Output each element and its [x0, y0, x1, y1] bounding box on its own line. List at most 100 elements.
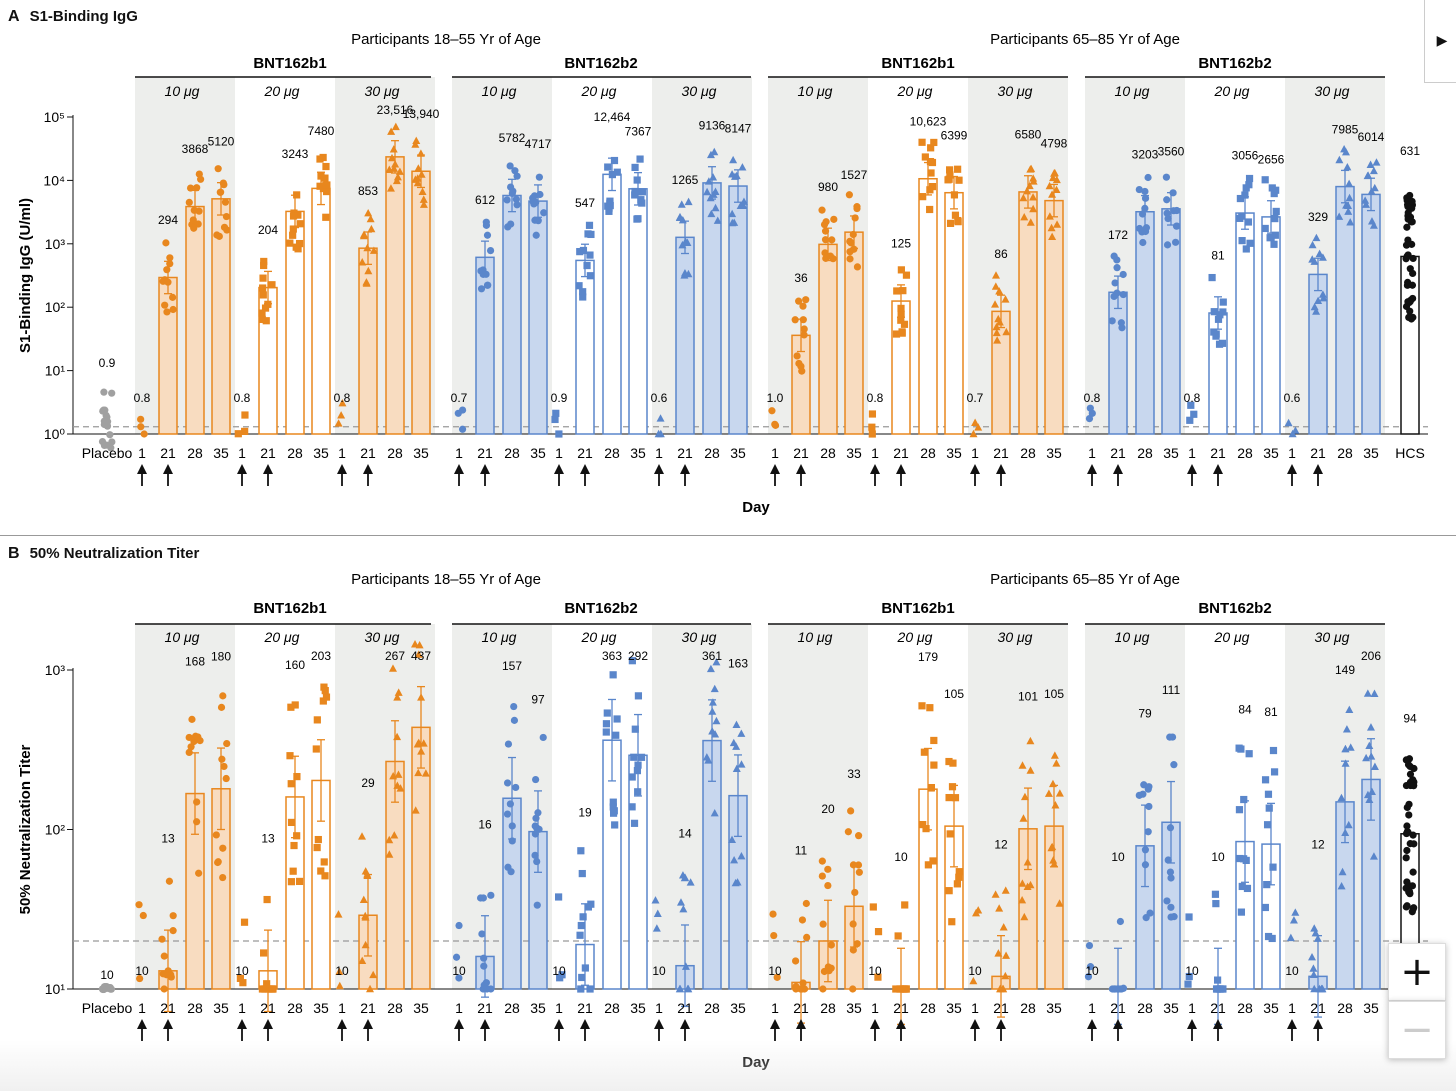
data-point: [710, 684, 719, 693]
bar-value-label: 10: [868, 964, 882, 978]
zoom-out-button[interactable]: −: [1388, 1001, 1446, 1059]
data-point: [1367, 752, 1376, 760]
x-tick-day: 21: [1310, 1000, 1326, 1016]
data-point: [322, 162, 330, 171]
data-point: [951, 211, 960, 219]
data-point: [1018, 895, 1027, 904]
data-point: [258, 309, 266, 317]
hcs-point: [1410, 782, 1418, 790]
data-point: [1047, 223, 1056, 232]
data-point: [849, 920, 857, 928]
hcs-point: [1404, 215, 1412, 223]
bar: [1261, 216, 1281, 435]
age-group-label: Participants 18–55 Yr of Age: [351, 571, 541, 588]
data-point: [802, 899, 810, 908]
plus-icon: +: [1400, 949, 1434, 995]
bar-value-label: 267: [385, 649, 405, 663]
bar-value-label: 10: [1211, 850, 1225, 864]
data-point: [739, 197, 748, 205]
data-point: [653, 909, 662, 917]
bar-value-label: 204: [258, 223, 278, 237]
data-point: [1138, 228, 1146, 236]
hcs-point: [1402, 255, 1410, 263]
data-point: [1318, 253, 1327, 261]
x-tick-day: 21: [360, 1000, 376, 1016]
data-point: [853, 203, 861, 211]
bar: [844, 231, 864, 435]
hcs-point: [1403, 281, 1412, 289]
data-point: [971, 418, 980, 426]
data-point: [1369, 221, 1378, 229]
data-point: [630, 753, 638, 761]
data-point: [577, 985, 585, 993]
data-point: [1245, 181, 1253, 189]
data-point: [236, 974, 245, 982]
bar-value-label: 853: [358, 184, 378, 198]
data-point: [360, 230, 369, 238]
dose-arrow-icon: [1113, 464, 1123, 474]
data-point: [1263, 821, 1272, 829]
data-point: [1219, 985, 1227, 993]
data-point: [1310, 984, 1319, 993]
data-point: [954, 216, 962, 225]
data-point: [902, 271, 911, 279]
data-point: [262, 317, 270, 325]
data-point: [728, 170, 737, 178]
data-point: [707, 209, 716, 218]
data-point: [791, 316, 799, 324]
data-point: [926, 704, 934, 712]
bar-value-label: 437: [411, 649, 431, 663]
placebo-point: [100, 420, 108, 429]
data-point: [900, 320, 909, 328]
bar-value-label: 547: [575, 196, 595, 210]
data-point: [1026, 766, 1035, 774]
data-point: [638, 188, 646, 196]
y-tick-label: 10²: [45, 822, 66, 838]
bar: [311, 187, 331, 435]
data-point: [482, 218, 490, 226]
data-point: [478, 930, 486, 938]
data-point: [948, 783, 957, 791]
data-point: [1185, 913, 1193, 921]
data-point: [223, 739, 231, 748]
bar-value-label: 13: [161, 832, 175, 846]
data-point: [220, 762, 228, 771]
data-point: [1164, 214, 1172, 223]
dose-arrow-icon: [680, 464, 690, 474]
bar-value-label: 10: [552, 964, 566, 978]
data-point: [955, 176, 963, 184]
dose-arrow-icon: [137, 464, 147, 474]
dose-arrow-icon: [796, 464, 806, 474]
bar-value-label: 5782: [499, 131, 526, 145]
x-tick-day: 35: [846, 445, 862, 461]
bar: [1044, 199, 1064, 435]
data-point: [195, 170, 203, 178]
data-point: [1272, 207, 1280, 216]
data-point: [1163, 196, 1171, 204]
data-point: [921, 153, 929, 161]
data-point: [974, 423, 983, 431]
data-point: [949, 759, 957, 767]
data-point: [1341, 828, 1350, 837]
dose-arrow-icon: [480, 1019, 490, 1029]
hcs-point: [1405, 811, 1413, 819]
data-point: [390, 831, 399, 839]
data-point: [511, 167, 519, 175]
data-point: [770, 931, 778, 940]
data-point: [991, 271, 1000, 279]
data-point: [602, 728, 610, 736]
data-point: [1366, 160, 1375, 168]
dose-arrow-icon: [970, 464, 980, 474]
data-point: [1045, 181, 1054, 190]
data-point: [792, 985, 800, 993]
data-point: [317, 867, 325, 875]
side-expand-tab[interactable]: ▶: [1424, 0, 1456, 83]
data-point: [1020, 792, 1029, 801]
zoom-in-button[interactable]: +: [1388, 943, 1446, 1001]
data-point: [1170, 761, 1178, 769]
dose-arrow-icon: [970, 1019, 980, 1029]
data-point: [554, 893, 563, 901]
bar-value-label: 0.7: [967, 391, 984, 405]
bar-value-label: 8147: [725, 122, 752, 136]
dose-arrow-icon: [1187, 464, 1197, 474]
